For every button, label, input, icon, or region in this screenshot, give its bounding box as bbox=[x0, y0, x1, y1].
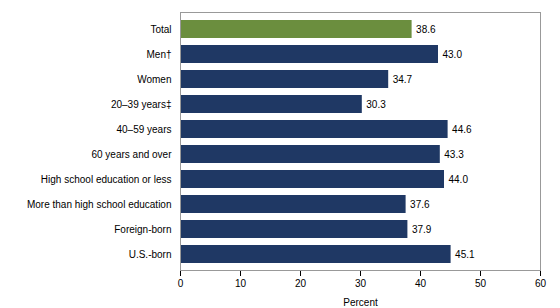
svg-text:43.0: 43.0 bbox=[443, 49, 463, 60]
svg-text:30: 30 bbox=[355, 278, 367, 289]
svg-text:Foreign-born: Foreign-born bbox=[114, 224, 171, 235]
svg-text:45.1: 45.1 bbox=[455, 249, 475, 260]
svg-text:20–39 years‡: 20–39 years‡ bbox=[111, 99, 172, 110]
svg-text:High school education or less: High school education or less bbox=[41, 174, 172, 185]
svg-text:43.3: 43.3 bbox=[444, 149, 464, 160]
svg-text:U.S.-born: U.S.-born bbox=[129, 249, 172, 260]
svg-text:37.6: 37.6 bbox=[410, 199, 430, 210]
svg-text:60: 60 bbox=[535, 278, 547, 289]
svg-text:30.3: 30.3 bbox=[366, 99, 386, 110]
svg-text:20: 20 bbox=[295, 278, 307, 289]
svg-text:More than high school educatio: More than high school education bbox=[27, 199, 172, 210]
svg-text:44.6: 44.6 bbox=[452, 124, 472, 135]
svg-text:60 years and over: 60 years and over bbox=[91, 149, 172, 160]
svg-text:50: 50 bbox=[475, 278, 487, 289]
svg-text:0: 0 bbox=[178, 278, 184, 289]
svg-text:Total: Total bbox=[150, 24, 171, 35]
svg-text:Men†: Men† bbox=[146, 49, 171, 60]
svg-text:34.7: 34.7 bbox=[393, 74, 413, 85]
svg-text:Percent: Percent bbox=[343, 297, 378, 308]
svg-text:10: 10 bbox=[235, 278, 247, 289]
svg-text:40: 40 bbox=[415, 278, 427, 289]
svg-text:44.0: 44.0 bbox=[449, 174, 469, 185]
svg-text:38.6: 38.6 bbox=[416, 24, 436, 35]
svg-text:40–59 years: 40–59 years bbox=[116, 124, 171, 135]
svg-text:Women: Women bbox=[137, 74, 171, 85]
svg-text:37.9: 37.9 bbox=[412, 224, 432, 235]
